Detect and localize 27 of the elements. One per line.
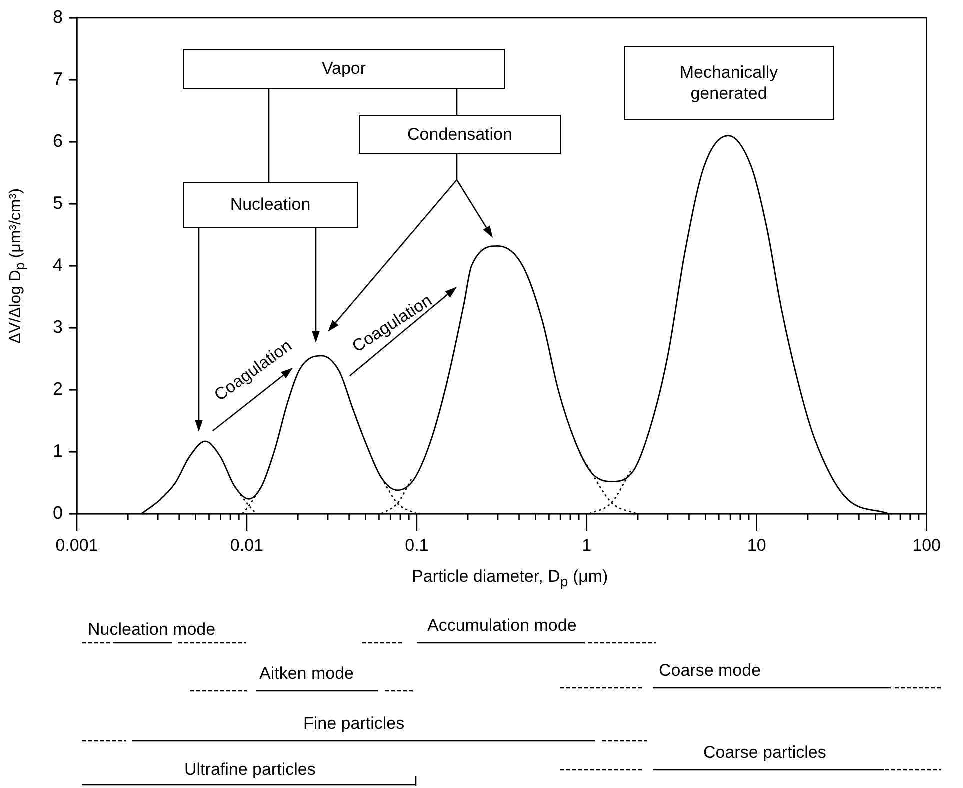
label-box: Condensation xyxy=(359,115,561,154)
label-box: Nucleation xyxy=(183,182,358,228)
text: Ultrafine particles xyxy=(184,760,316,780)
y-tick-label: 7 xyxy=(52,68,63,89)
y-tick-label: 0 xyxy=(52,502,63,523)
y-tick-label: 6 xyxy=(52,130,63,151)
label-box: Mechanically generated xyxy=(624,46,834,120)
y-tick-label: 5 xyxy=(52,192,63,213)
text: Fine particles xyxy=(304,714,405,734)
x-tick-label: 0.01 xyxy=(230,536,264,555)
text: Accumulation mode xyxy=(428,616,577,636)
y-tick-label: 2 xyxy=(52,378,63,399)
y-tick-label: 8 xyxy=(52,6,63,27)
x-tick-label: 10 xyxy=(747,536,766,555)
x-tick-label: 0.001 xyxy=(56,536,98,555)
text: Coarse particles xyxy=(704,743,826,763)
x-tick-label: 0.1 xyxy=(405,536,429,555)
y-tick-label: 1 xyxy=(52,440,63,461)
x-tick-label: 1 xyxy=(582,536,592,555)
label-box: Vapor xyxy=(183,49,505,89)
y-tick-label: 4 xyxy=(52,254,63,275)
x-axis-title: Particle diameter, D$_{p}$ (μm) xyxy=(412,567,608,591)
y-tick-label: 3 xyxy=(52,316,63,337)
x-tick-label: 100 xyxy=(912,536,942,555)
text: Nucleation mode xyxy=(88,620,216,640)
text: Coarse mode xyxy=(659,661,762,681)
text: Aitken mode xyxy=(260,664,354,684)
